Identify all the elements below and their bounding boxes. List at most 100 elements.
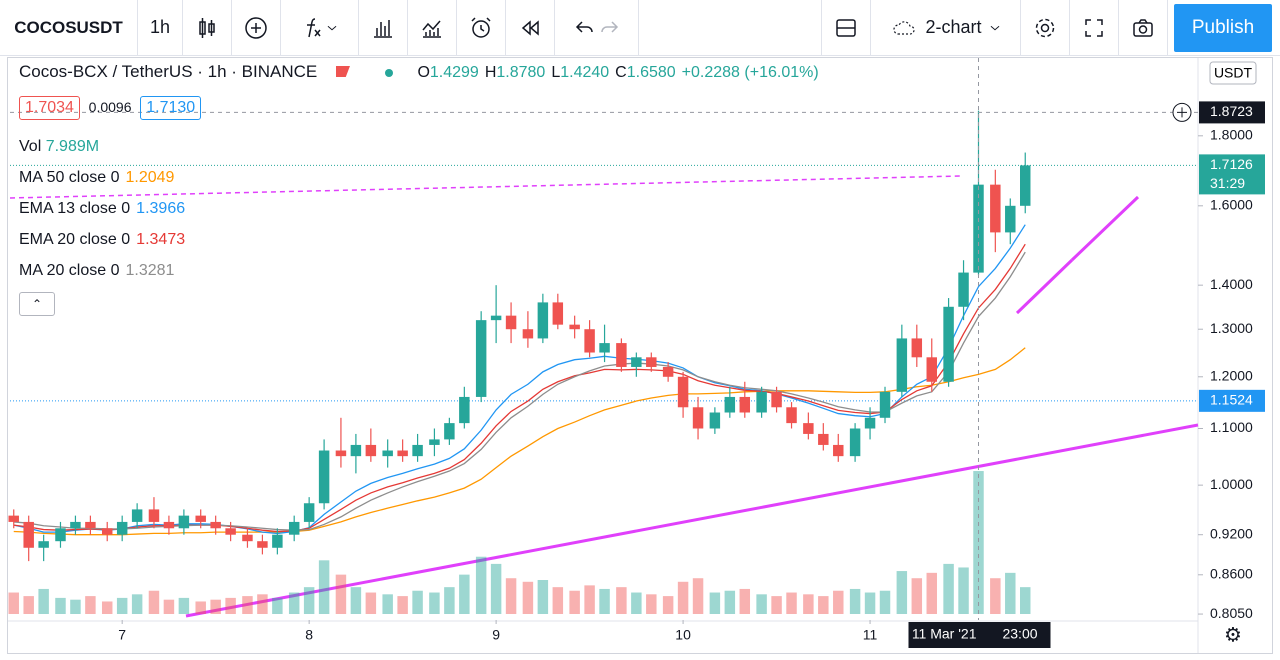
candle-body: [131, 509, 143, 522]
indicator-line: [13, 251, 1026, 531]
candle-body: [490, 315, 502, 321]
ohlc-value: 1.6580: [626, 64, 676, 81]
templates-button[interactable]: [408, 0, 458, 56]
fullscreen-button[interactable]: [1070, 0, 1119, 56]
volume-bar: [225, 597, 236, 614]
flag-icon[interactable]: [335, 66, 350, 77]
candle-body: [552, 302, 564, 325]
volume-bar: [412, 590, 423, 614]
candle-body: [272, 534, 283, 548]
bid-box[interactable]: 1.7034: [19, 96, 80, 120]
settings-button[interactable]: [1021, 0, 1070, 56]
volume-bar: [242, 596, 253, 614]
volume-bar: [350, 587, 362, 614]
snapshot-button[interactable]: [1119, 0, 1168, 56]
candle-body: [23, 521, 34, 548]
compare-button[interactable]: [232, 0, 282, 56]
volume-bar: [85, 596, 96, 614]
alarm-icon: [471, 16, 491, 38]
volume-bar: [584, 585, 595, 614]
volume-bar: [195, 601, 206, 614]
templates-icon: [422, 20, 442, 38]
symbol-title: Cocos-BCX / TetherUS · 1h · BINANCE: [19, 62, 318, 81]
indicator-name: MA 50 close 0: [19, 169, 120, 186]
collapse-button[interactable]: ⌃: [19, 292, 55, 316]
layout-label: 2-chart: [925, 17, 982, 37]
volume-legend: Vol 7.989M: [19, 138, 99, 156]
candle-body: [397, 450, 408, 457]
indicator-name: EMA 13 close 0: [19, 200, 131, 217]
layout-icon: [836, 18, 856, 37]
candle-body: [412, 444, 423, 457]
candle-body: [288, 521, 300, 535]
candle-body: [771, 391, 782, 408]
volume-bar: [210, 599, 221, 614]
chart-type-button[interactable]: [183, 0, 233, 56]
x-tick-label: 9: [492, 627, 500, 643]
indicators-button[interactable]: [281, 0, 360, 56]
y-tick-label: 1.1000: [1210, 419, 1253, 435]
change: +0.2288 (+16.01%): [681, 64, 819, 81]
symbol-button[interactable]: COCOSUSDT: [0, 0, 138, 56]
candle-body: [756, 391, 767, 413]
candle-body: [318, 450, 330, 504]
alert-button[interactable]: [457, 0, 507, 56]
candle-body: [1005, 205, 1016, 233]
candle-body: [210, 521, 221, 529]
currency-box: [1209, 61, 1257, 85]
bars-button[interactable]: [359, 0, 409, 56]
volume-bar: [990, 578, 1001, 614]
volume-bar: [552, 587, 564, 614]
candle-body: [225, 528, 236, 535]
settings-gear[interactable]: ⚙: [1224, 624, 1242, 646]
volume-bar: [397, 596, 408, 614]
volume-bar: [444, 587, 455, 614]
trend-line: [1070, 195, 1140, 262]
volume-bar: [23, 596, 34, 614]
candle-body: [724, 396, 736, 413]
layout-button[interactable]: [821, 0, 871, 56]
fullscreen-icon: [1085, 18, 1103, 37]
volume-bar: [272, 597, 283, 614]
crosshair-price-box: [1199, 101, 1265, 124]
volume-bar: [818, 596, 829, 614]
plus-icon: [245, 16, 267, 39]
candle-icon: [199, 17, 215, 38]
candle-body: [257, 541, 268, 548]
multichart-button[interactable]: 2-chart: [871, 0, 1021, 56]
chevron-icon: [990, 25, 999, 30]
trend-line: [1015, 258, 1074, 315]
candle-body: [148, 509, 160, 522]
volume-bar: [475, 556, 487, 614]
crosshair-plus-sign: [1177, 107, 1187, 118]
ask-box[interactable]: 1.7130: [140, 96, 202, 120]
candle-body: [101, 528, 113, 535]
chevron-icon: [327, 25, 336, 30]
volume-bar: [335, 574, 347, 614]
candle-body: [786, 407, 797, 424]
ohlc-value: 1.4240: [560, 64, 610, 81]
candle-body: [178, 515, 190, 529]
volume-bar: [973, 471, 984, 614]
volume-bar: [505, 578, 517, 614]
candle-body: [739, 396, 751, 413]
replay-button[interactable]: [506, 0, 556, 56]
candle-body: [303, 503, 315, 522]
publish-button[interactable]: Publish: [1174, 4, 1272, 52]
volume-bar: [646, 594, 657, 614]
undo-redo[interactable]: [555, 0, 640, 56]
x-tick-label: 11: [863, 627, 878, 643]
volume-bar: [739, 588, 751, 614]
volume-bar: [131, 594, 143, 614]
indicator-value: 1.2049: [125, 169, 175, 186]
candle-body: [569, 324, 580, 330]
crosshair-time-label: 23:00: [1002, 626, 1037, 642]
y-tick-label: 0.8050: [1210, 605, 1253, 621]
cloud-icon: [893, 20, 916, 35]
volume-bar: [879, 590, 891, 614]
candle-body: [242, 534, 253, 542]
currency-label: USDT: [1214, 65, 1253, 81]
interval-button[interactable]: 1h: [138, 0, 184, 56]
volume-bar: [631, 592, 642, 614]
